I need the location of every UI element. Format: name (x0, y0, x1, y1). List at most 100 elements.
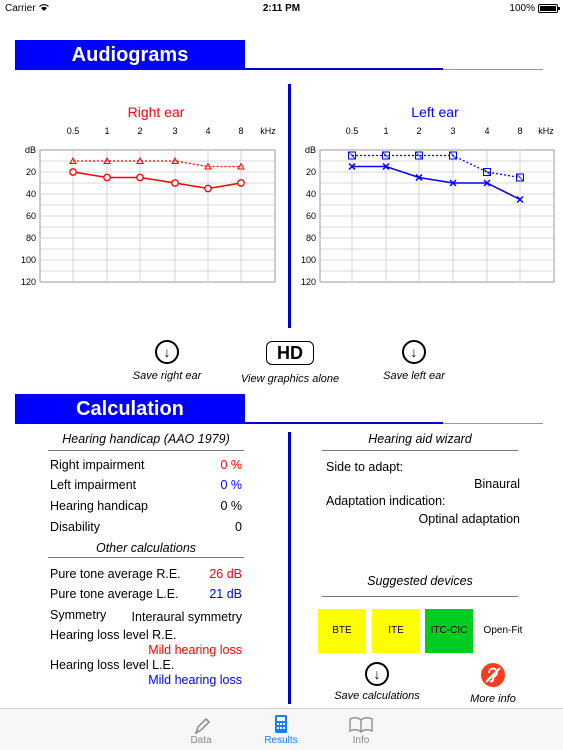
more-info-button[interactable]: More info (453, 662, 533, 705)
view-graphics-label: View graphics alone (240, 373, 340, 385)
bone-point (171, 156, 179, 164)
x-unit-label: kHz (538, 126, 554, 136)
tab-results[interactable]: Results (246, 713, 316, 746)
left-impairment-label: Left impairment (50, 478, 137, 492)
bone-point-mark (348, 152, 356, 159)
wizard-heading: Hearing aid wizard (368, 432, 472, 446)
side-to-adapt-label: Side to adapt: (326, 460, 404, 474)
device-itc-cic[interactable]: ITC-CIC (425, 609, 473, 653)
left-ear-title: Left ear (411, 104, 459, 120)
x-unit-label: kHz (260, 126, 276, 136)
hll-re-label: Hearing loss level R.E. (50, 628, 177, 642)
y-tick-label: 80 (306, 233, 316, 243)
more-info-label: More info (470, 693, 516, 705)
other-calculations-heading: Other calculations (95, 541, 197, 555)
y-tick-label: 40 (306, 189, 316, 199)
symmetry-label: Symmetry (50, 608, 107, 622)
handicap-heading: Hearing handicap (AAO 1979) (62, 432, 230, 446)
battery-percent: 100% (509, 3, 535, 14)
y-unit-label: dB (305, 145, 316, 155)
status-bar: Carrier 2:11 PM 100% (0, 0, 563, 18)
device-bte[interactable]: BTE (318, 609, 366, 653)
hearing-handicap-label: Hearing handicap (50, 499, 148, 513)
y-tick-label: 120 (301, 277, 316, 287)
x-tick-label: 0.5 (67, 126, 80, 136)
left-impairment-value: 0 % (220, 478, 242, 492)
suggested-devices-rule (322, 596, 518, 597)
book-icon (349, 717, 373, 733)
x-tick-label: 2 (416, 126, 421, 136)
left-ear-audiogram: 0.5 1 2 3 4 8 kHz dB 20 40 60 80 100 120 (301, 126, 555, 287)
x-tick-label: 4 (484, 126, 489, 136)
pta-le-value: 21 dB (209, 587, 242, 601)
x-tick-label: 1 (104, 126, 109, 136)
status-time: 2:11 PM (262, 3, 301, 14)
hd-icon: HD (266, 341, 314, 365)
device-ite[interactable]: ITE (372, 609, 420, 653)
pta-re-value: 26 dB (209, 567, 242, 581)
bone-point (103, 156, 111, 164)
battery-icon (538, 4, 560, 13)
save-calculations-button[interactable]: ↓ Save calculations (322, 662, 432, 702)
bone-point (136, 156, 144, 164)
tab-info[interactable]: Info (326, 713, 396, 746)
y-tick-label: 20 (26, 167, 36, 177)
x-tick-label: 0.5 (346, 126, 359, 136)
hll-le-label: Hearing loss level L.E. (50, 658, 175, 672)
bone-point-mark (382, 152, 390, 159)
bone-point (348, 151, 356, 160)
bone-point (483, 168, 491, 176)
tab-bar: Data Results Info (0, 708, 563, 750)
bone-point (415, 151, 423, 160)
bone-point (382, 151, 390, 160)
bone-point (449, 151, 457, 160)
download-icon: ↓ (402, 340, 426, 364)
calculation-rule (245, 422, 443, 424)
air-point (516, 195, 524, 204)
air-point (69, 168, 77, 176)
air-point (382, 162, 390, 171)
adaptation-indication-label: Adaptation indication: (326, 494, 446, 508)
right-impairment-value: 0 % (220, 458, 242, 472)
hearing-handicap-value: 0 % (220, 499, 242, 513)
bone-point (204, 162, 212, 170)
calculation-divider (288, 432, 291, 704)
handicap-rule (48, 450, 244, 451)
air-point (171, 179, 179, 187)
save-left-ear-button[interactable]: ↓ Save left ear (364, 340, 464, 382)
suggested-devices-heading: Suggested devices (367, 574, 473, 588)
view-graphics-alone-button[interactable]: HD View graphics alone (230, 341, 350, 385)
audiograms-header: Audiograms (15, 40, 245, 70)
pencil-icon (194, 717, 211, 735)
air-point (449, 179, 457, 187)
air-point (237, 179, 245, 187)
y-tick-label: 60 (26, 211, 36, 221)
y-tick-label: 80 (26, 233, 36, 243)
calculation-header: Calculation (15, 394, 245, 424)
y-tick-label: 100 (21, 255, 36, 265)
air-point (483, 179, 491, 187)
tab-data[interactable]: Data (166, 713, 236, 746)
x-tick-label: 8 (238, 126, 243, 136)
symmetry-value: Interaural symmetry (131, 610, 242, 624)
disability-label: Disability (50, 520, 101, 534)
tab-data-label: Data (190, 735, 212, 746)
wizard-rule (322, 450, 518, 451)
air-point (136, 173, 144, 182)
device-open-fit[interactable]: Open-Fit (483, 625, 523, 636)
download-icon: ↓ (155, 340, 179, 364)
bone-point-mark (415, 152, 423, 159)
bone-point-mark (483, 168, 491, 176)
save-calculations-label: Save calculations (334, 690, 420, 702)
air-point (204, 184, 212, 193)
pta-re-label: Pure tone average R.E. (50, 567, 181, 581)
other-calculations-rule (48, 557, 244, 558)
download-icon: ↓ (365, 662, 389, 686)
save-right-ear-button[interactable]: ↓ Save right ear (117, 340, 217, 382)
save-left-ear-label: Save left ear (383, 370, 445, 382)
y-unit-label: dB (25, 145, 36, 155)
air-point (103, 173, 111, 182)
audiograms-rule (245, 68, 443, 70)
adaptation-indication-value: Optinal adaptation (418, 512, 520, 526)
air-conduction-line (72, 171, 242, 190)
